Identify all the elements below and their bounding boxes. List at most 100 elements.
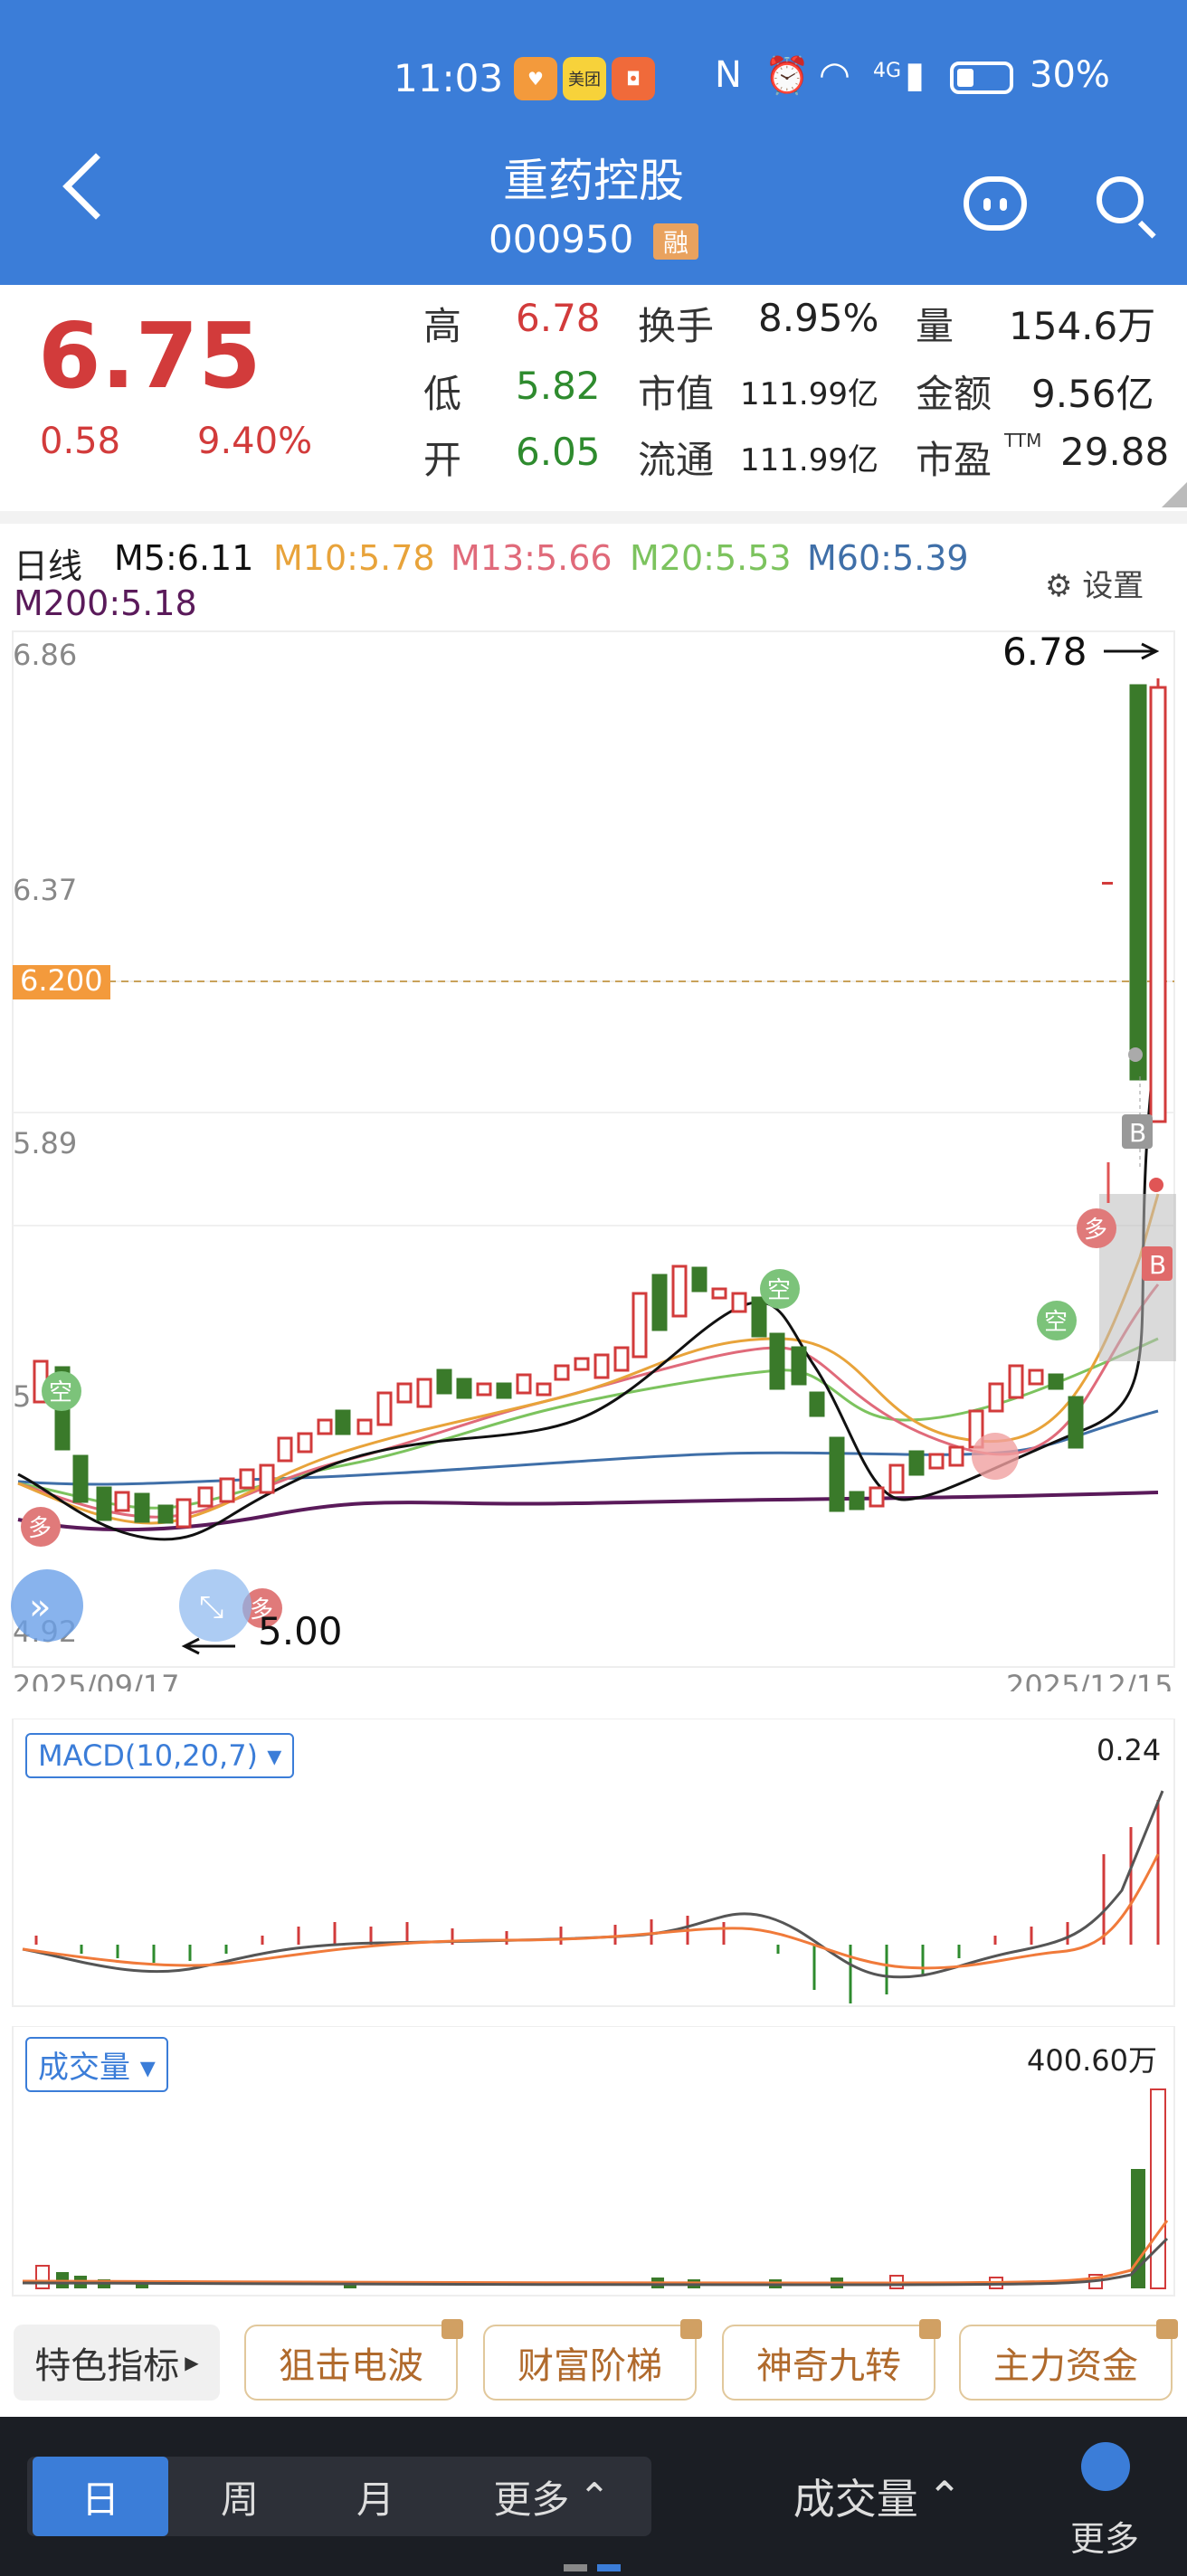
period-label: 日线 <box>14 546 83 586</box>
more-menu-icon[interactable] <box>1081 2442 1130 2491</box>
volume-panel-label: 成交量 <box>38 2050 130 2086</box>
signal-icon: ▮ <box>905 54 926 96</box>
ma13-label: M13:5.66 <box>451 538 612 578</box>
turnover-label: 换手 <box>638 304 715 348</box>
battery-percent: 30% <box>1030 54 1110 96</box>
indicator-label: 狙击电波 <box>279 2345 423 2387</box>
ref-price-label: 6.200 <box>20 963 103 998</box>
settings-button[interactable]: ⚙ 设置 <box>1045 561 1144 605</box>
indicator-button[interactable]: 狙击电波 <box>244 2319 463 2401</box>
stock-name: 重药控股 <box>503 155 684 207</box>
meituan-badge: 美团 <box>563 57 606 100</box>
volume-value: 154.6万 <box>1009 304 1156 348</box>
expand-button: ⤡ <box>179 1569 252 1642</box>
b-marker-red <box>1142 1246 1173 1281</box>
divider <box>0 511 1187 524</box>
indicator-button[interactable]: 主力资金 <box>959 2319 1178 2401</box>
page-indicator <box>564 2564 587 2571</box>
search-icon[interactable] <box>1097 176 1144 223</box>
volume-chart <box>12 2026 1175 2297</box>
volume-selector[interactable]: 成交量 ▾ <box>25 2037 168 2092</box>
candles <box>33 678 1167 1529</box>
amount-label: 金额 <box>916 372 992 416</box>
ma20-label: M20:5.53 <box>630 538 792 578</box>
b-marker-grey-text: B <box>1129 1118 1146 1148</box>
macd-label: MACD(10,20,7) <box>38 1738 259 1773</box>
pe-value: 29.88 <box>1060 430 1170 474</box>
lock-icon <box>919 2319 941 2339</box>
high-value: 6.78 <box>516 296 601 340</box>
status-time: 11:03 <box>394 56 504 100</box>
app-badge-icon: ♥ <box>514 57 557 100</box>
macd-value: 0.24 <box>1097 1733 1162 1767</box>
wifi-icon: ◠ <box>819 54 850 96</box>
tab-more-label: 更多 <box>493 2477 570 2522</box>
indicator-button[interactable]: 神奇九转 <box>722 2319 941 2401</box>
b-marker-red-text: B <box>1149 1250 1166 1280</box>
alarm-icon: ⏰ <box>764 55 810 97</box>
svg-text:空: 空 <box>767 1277 791 1304</box>
ma200-label: M200:5.18 <box>14 583 197 623</box>
macd-dea-line <box>22 1853 1160 1970</box>
nfc-icon: N <box>715 54 742 96</box>
expand-corner-icon[interactable] <box>1162 482 1187 507</box>
more-menu-label[interactable]: 更多 <box>1070 2519 1140 2559</box>
featured-indicators-button[interactable]: 特色指标 ▶ <box>14 2325 220 2401</box>
kline-chart[interactable]: 6.86 6.37 5.89 5 4.92 6.200 <box>0 624 1187 1691</box>
signal-bull-3: 多 <box>1077 1208 1116 1248</box>
pe-sup: TTM <box>1004 430 1042 451</box>
macd-chart <box>12 1719 1175 2007</box>
ma200-line <box>17 1491 1159 1532</box>
indicator-label: 财富阶梯 <box>518 2345 662 2387</box>
price-change: 0.58 <box>40 421 121 462</box>
high-label: 高 <box>423 304 462 348</box>
svg-text:»: » <box>29 1586 51 1628</box>
svg-text:多: 多 <box>28 1515 52 1542</box>
sub-indicator-label: 成交量 <box>793 2475 918 2524</box>
sub-indicator-tab[interactable]: 成交量 ⌃ <box>769 2457 986 2536</box>
quote-panel: 6.75 0.58 9.40% 高 6.78 低 5.82 开 6.05 换手 … <box>0 285 1187 511</box>
macd-selector[interactable]: MACD(10,20,7) ▾ <box>25 1733 295 1778</box>
svg-text:空: 空 <box>49 1379 72 1406</box>
price-change-pct: 9.40% <box>197 421 313 462</box>
svg-text:空: 空 <box>1044 1309 1068 1336</box>
pe-label: 市盈 <box>916 438 992 482</box>
b-marker-grey <box>1122 1114 1153 1149</box>
battery-icon <box>950 62 1013 94</box>
app-header: 11:03 ♥ 美团 ◘ N ⏰ ◠ 4G ▮ 30% 重药控股 000950 … <box>0 0 1187 285</box>
date-start-label: 2025/09/17 <box>13 1669 179 1691</box>
ma60-label: M60:5.39 <box>807 538 969 578</box>
tab-day[interactable]: 日 <box>33 2457 168 2536</box>
ref-price-tag <box>13 965 110 999</box>
assistant-icon[interactable] <box>964 176 1027 231</box>
tab-week[interactable]: 周 <box>220 2477 259 2522</box>
cross-marker <box>972 1433 1019 1480</box>
volume-ma-line-2 <box>22 2237 1169 2287</box>
float-value: 111.99亿 <box>740 442 878 478</box>
collapse-button: » <box>11 1569 83 1642</box>
signal-bear-1: 空 <box>42 1371 81 1411</box>
open-value: 6.05 <box>516 430 601 474</box>
svg-text:多: 多 <box>250 1596 273 1624</box>
tab-more[interactable]: 更多 ⌃ <box>461 2457 642 2536</box>
caret-right-icon: ▶ <box>185 2352 199 2373</box>
signal-bear-3: 空 <box>1037 1301 1077 1340</box>
tab-month[interactable]: 月 <box>356 2477 394 2522</box>
volume-ma-line-1 <box>22 2220 1169 2285</box>
stock-code: 000950 <box>489 217 634 261</box>
y-tick-label: 5.89 <box>13 1126 77 1160</box>
redpacket-badge-icon: ◘ <box>612 57 655 100</box>
volume-label: 量 <box>916 304 954 348</box>
mktcap-label: 市值 <box>638 372 715 416</box>
svg-text:⤡: ⤡ <box>199 1589 223 1625</box>
indicator-button[interactable]: 财富阶梯 <box>483 2319 702 2401</box>
low-label: 低 <box>423 372 462 416</box>
settings-label: 设置 <box>1082 568 1144 604</box>
y-tick-label: 6.86 <box>13 638 77 672</box>
network-label: 4G <box>873 60 902 82</box>
ma10-label: M10:5.78 <box>273 538 435 578</box>
y-tick-label: 5 <box>13 1379 31 1414</box>
max-price-label: 6.78 <box>1002 630 1087 674</box>
svg-text:多: 多 <box>1084 1217 1107 1244</box>
min-price-label: 5.00 <box>258 1609 343 1653</box>
